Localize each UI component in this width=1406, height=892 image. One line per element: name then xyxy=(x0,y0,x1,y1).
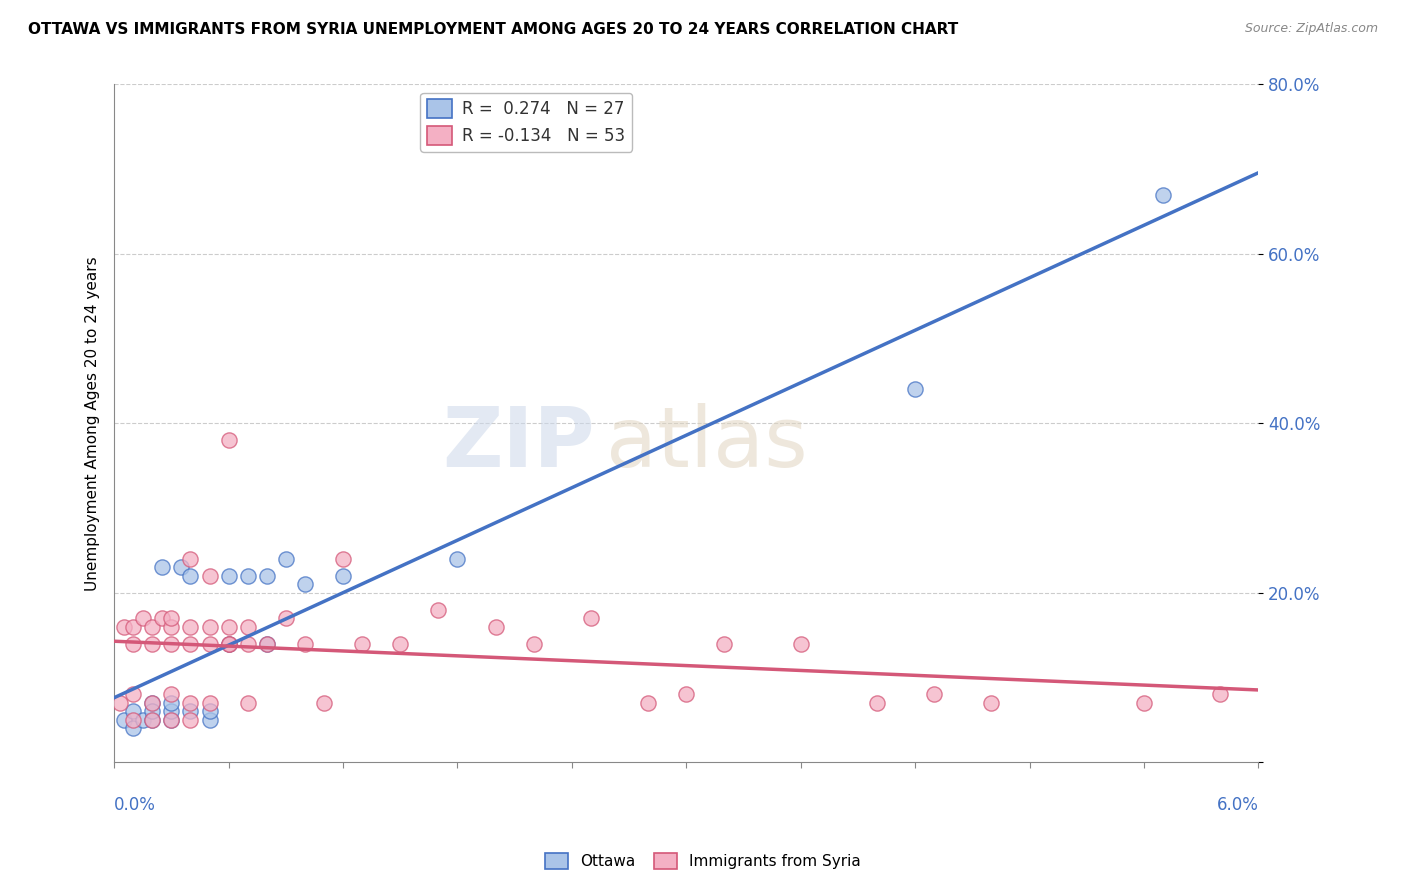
Point xyxy=(141,637,163,651)
Point xyxy=(427,603,450,617)
Point xyxy=(160,713,183,727)
Point xyxy=(1209,688,1232,702)
Point xyxy=(160,620,183,634)
Point xyxy=(122,705,145,719)
Point xyxy=(218,637,240,651)
Point xyxy=(141,696,163,710)
Point xyxy=(675,688,697,702)
Point xyxy=(904,383,927,397)
Text: 6.0%: 6.0% xyxy=(1216,796,1258,814)
Point xyxy=(141,705,163,719)
Point xyxy=(236,569,259,583)
Point xyxy=(332,569,354,583)
Point xyxy=(179,637,201,651)
Point xyxy=(112,713,135,727)
Point xyxy=(160,705,183,719)
Point xyxy=(198,696,221,710)
Point xyxy=(922,688,945,702)
Legend: Ottawa, Immigrants from Syria: Ottawa, Immigrants from Syria xyxy=(538,847,868,875)
Point xyxy=(198,713,221,727)
Point xyxy=(485,620,508,634)
Point xyxy=(160,611,183,625)
Point xyxy=(179,696,201,710)
Point xyxy=(160,713,183,727)
Point xyxy=(790,637,813,651)
Text: ZIP: ZIP xyxy=(443,403,595,484)
Text: Source: ZipAtlas.com: Source: ZipAtlas.com xyxy=(1244,22,1378,36)
Point xyxy=(122,722,145,736)
Point xyxy=(179,713,201,727)
Point xyxy=(294,637,316,651)
Point xyxy=(389,637,412,651)
Legend: R =  0.274   N = 27, R = -0.134   N = 53: R = 0.274 N = 27, R = -0.134 N = 53 xyxy=(420,93,631,152)
Point xyxy=(179,569,201,583)
Point xyxy=(236,696,259,710)
Point xyxy=(160,696,183,710)
Point xyxy=(332,552,354,566)
Point xyxy=(179,705,201,719)
Point xyxy=(198,569,221,583)
Point xyxy=(122,688,145,702)
Point xyxy=(160,637,183,651)
Point xyxy=(312,696,335,710)
Point xyxy=(236,637,259,651)
Point xyxy=(122,713,145,727)
Point xyxy=(198,705,221,719)
Point xyxy=(198,637,221,651)
Text: 0.0%: 0.0% xyxy=(114,796,156,814)
Point xyxy=(1152,187,1174,202)
Point xyxy=(218,569,240,583)
Point xyxy=(352,637,374,651)
Point xyxy=(523,637,546,651)
Point xyxy=(141,713,163,727)
Point xyxy=(274,611,297,625)
Point xyxy=(256,637,278,651)
Point xyxy=(122,620,145,634)
Point xyxy=(179,620,201,634)
Point xyxy=(108,696,131,710)
Text: atlas: atlas xyxy=(606,403,808,484)
Point xyxy=(198,620,221,634)
Point xyxy=(579,611,602,625)
Point xyxy=(218,620,240,634)
Point xyxy=(218,637,240,651)
Point xyxy=(294,577,316,591)
Y-axis label: Unemployment Among Ages 20 to 24 years: Unemployment Among Ages 20 to 24 years xyxy=(86,256,100,591)
Point xyxy=(141,620,163,634)
Point xyxy=(446,552,468,566)
Point xyxy=(713,637,735,651)
Point xyxy=(141,696,163,710)
Point xyxy=(256,637,278,651)
Point xyxy=(112,620,135,634)
Point xyxy=(132,713,155,727)
Point xyxy=(980,696,1002,710)
Point xyxy=(132,611,155,625)
Point xyxy=(236,620,259,634)
Point xyxy=(218,434,240,448)
Point xyxy=(122,637,145,651)
Point xyxy=(866,696,889,710)
Text: OTTAWA VS IMMIGRANTS FROM SYRIA UNEMPLOYMENT AMONG AGES 20 TO 24 YEARS CORRELATI: OTTAWA VS IMMIGRANTS FROM SYRIA UNEMPLOY… xyxy=(28,22,959,37)
Point xyxy=(170,560,193,574)
Point xyxy=(256,569,278,583)
Point xyxy=(637,696,659,710)
Point xyxy=(150,560,173,574)
Point xyxy=(160,688,183,702)
Point xyxy=(141,713,163,727)
Point xyxy=(179,552,201,566)
Point xyxy=(218,637,240,651)
Point xyxy=(274,552,297,566)
Point xyxy=(1133,696,1156,710)
Point xyxy=(150,611,173,625)
